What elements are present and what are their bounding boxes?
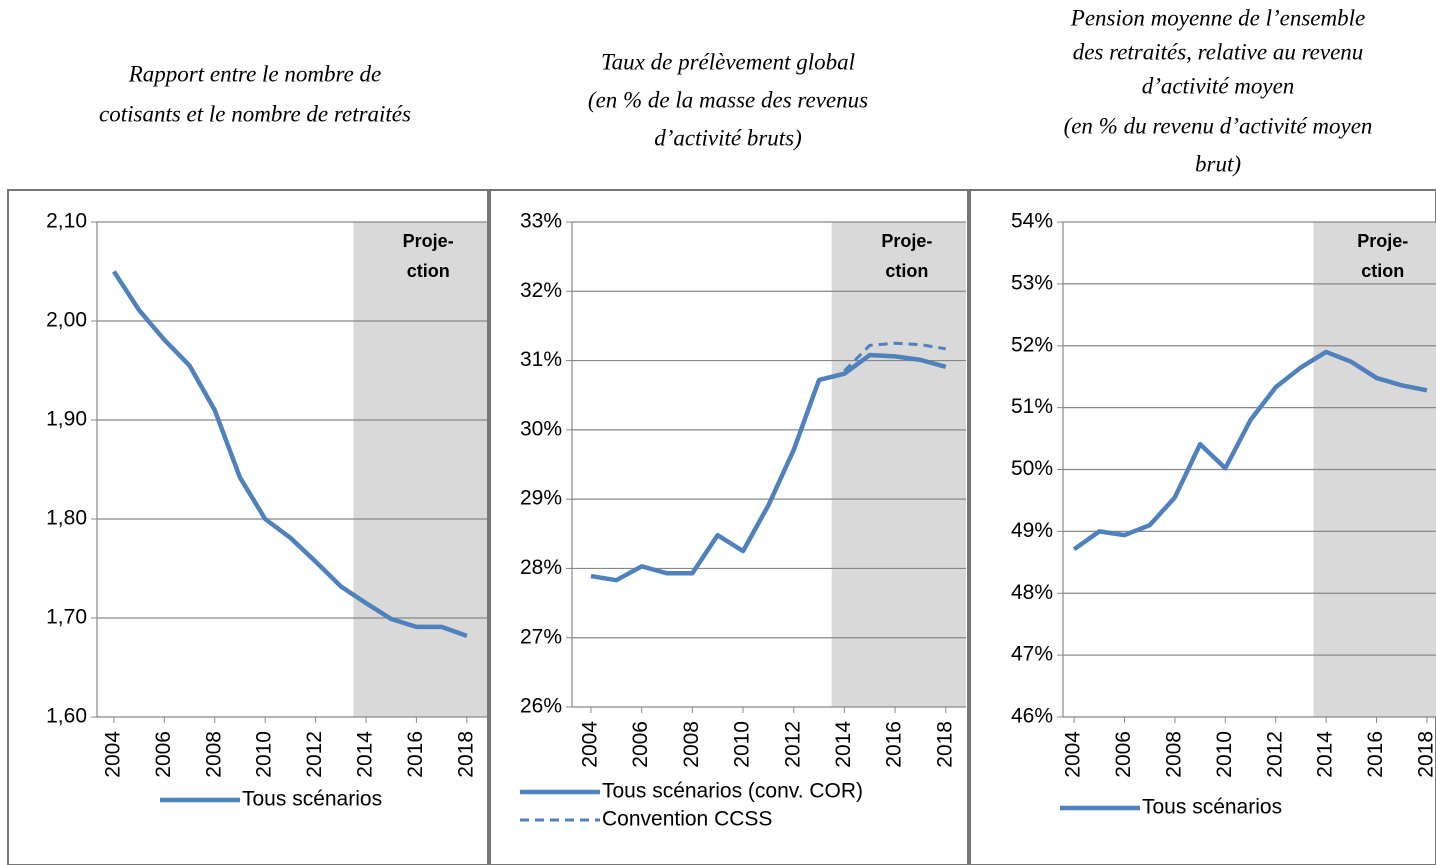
y-tick-label: 50%	[1011, 457, 1053, 480]
x-tick-label: 2018	[933, 721, 956, 768]
x-tick-label: 2014	[832, 721, 855, 768]
chart-title: (en % du revenu d’activité moyen	[1064, 113, 1373, 138]
chart-title: Rapport entre le nombre de	[128, 61, 382, 86]
x-tick-label: 2006	[152, 731, 175, 778]
y-tick-label: 52%	[1011, 333, 1053, 356]
y-tick-label: 1,80	[46, 507, 87, 530]
series-line	[112, 270, 468, 638]
projection-shade	[353, 222, 487, 717]
x-tick-label: 2004	[1062, 731, 1085, 778]
x-tick-label: 2006	[629, 721, 652, 768]
x-tick-label: 2018	[1414, 731, 1436, 778]
x-tick-label: 2016	[404, 731, 427, 778]
y-tick-label: 27%	[520, 625, 562, 648]
chart-title: d’activité bruts)	[654, 125, 802, 150]
annotation: ction	[1361, 261, 1404, 281]
series-line	[1072, 349, 1428, 552]
x-tick-label: 2006	[1112, 731, 1135, 778]
y-tick-label: 48%	[1011, 581, 1053, 604]
x-tick-label: 2010	[253, 731, 276, 778]
annotation: Proje-	[403, 231, 454, 251]
chart-title: des retraités, relative au revenu	[1073, 39, 1364, 64]
x-tick-label: 2018	[454, 731, 477, 778]
annotation: ction	[885, 261, 928, 281]
x-tick-label: 2012	[303, 731, 326, 778]
legend-label: Tous scénarios	[242, 788, 382, 811]
x-tick-label: 2014	[354, 731, 377, 778]
chart-title: Pension moyenne de l’ensemble	[1070, 5, 1365, 30]
series-line	[590, 352, 947, 583]
y-tick-label: 54%	[1011, 210, 1053, 233]
y-tick-label: 31%	[520, 348, 562, 371]
y-tick-label: 2,00	[46, 309, 87, 332]
y-tick-label: 32%	[520, 279, 562, 302]
x-tick-label: 2004	[579, 721, 602, 768]
panel-frame	[969, 189, 1436, 865]
x-tick-label: 2010	[731, 721, 754, 768]
annotation: Proje-	[881, 231, 932, 251]
legend-label: Convention CCSS	[602, 808, 772, 831]
chart-title: brut)	[1195, 151, 1241, 176]
y-tick-label: 46%	[1011, 705, 1053, 728]
x-tick-label: 2004	[101, 731, 124, 778]
panel-frame	[489, 189, 969, 865]
panel-frame	[7, 189, 489, 865]
y-tick-label: 29%	[520, 487, 562, 510]
y-tick-label: 28%	[520, 556, 562, 579]
x-tick-label: 2016	[1364, 731, 1387, 778]
x-tick-label: 2008	[202, 731, 225, 778]
y-tick-label: 49%	[1011, 519, 1053, 542]
chart-title: d’activité moyen	[1142, 73, 1295, 98]
x-tick-label: 2012	[1263, 731, 1286, 778]
chart-title: Taux de prélèvement global	[601, 49, 855, 74]
x-tick-label: 2012	[781, 721, 804, 768]
y-tick-label: 1,90	[46, 408, 87, 431]
y-tick-label: 1,60	[46, 705, 87, 728]
y-tick-label: 2,10	[46, 210, 87, 233]
y-tick-label: 1,70	[46, 606, 87, 629]
y-tick-label: 53%	[1011, 271, 1053, 294]
y-tick-label: 33%	[520, 210, 562, 233]
annotation: Proje-	[1357, 231, 1408, 251]
y-tick-label: 30%	[520, 417, 562, 440]
legend-label: Tous scénarios	[1142, 796, 1282, 819]
series-line	[843, 341, 946, 373]
chart-title: cotisants et le nombre de retraités	[99, 101, 411, 126]
annotation: ction	[407, 261, 450, 281]
y-tick-label: 47%	[1011, 643, 1053, 666]
y-tick-label: 26%	[520, 695, 562, 718]
x-tick-label: 2014	[1314, 731, 1337, 778]
chart-title: (en % de la masse des revenus	[588, 87, 868, 112]
y-tick-label: 51%	[1011, 395, 1053, 418]
x-tick-label: 2010	[1213, 731, 1236, 778]
x-tick-label: 2016	[883, 721, 906, 768]
x-tick-label: 2008	[1162, 731, 1185, 778]
projection-shade	[831, 222, 966, 707]
legend-label: Tous scénarios (conv. COR)	[602, 780, 863, 803]
x-tick-label: 2008	[680, 721, 703, 768]
